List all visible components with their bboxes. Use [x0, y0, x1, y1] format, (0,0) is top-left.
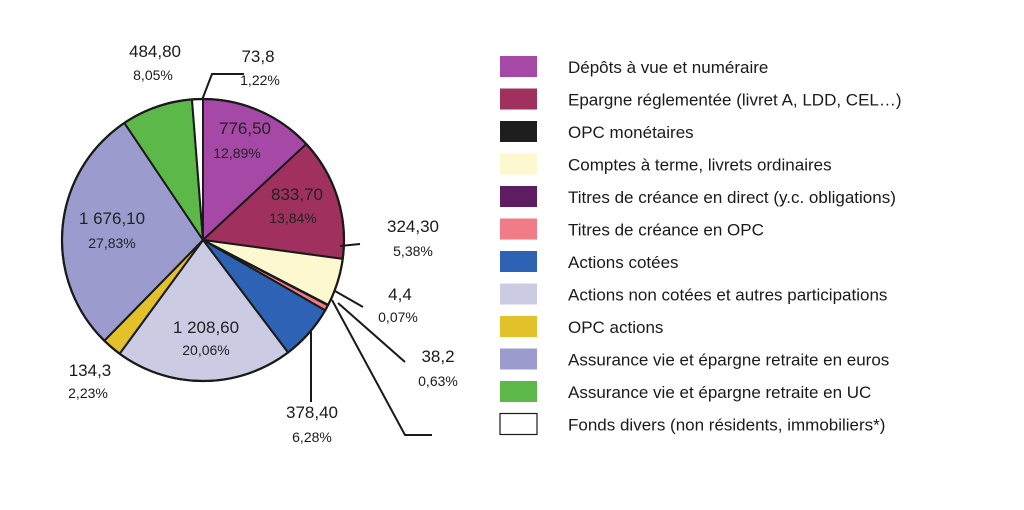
legend-swatch: [500, 186, 537, 207]
leader-lines: [201, 73, 432, 436]
legend-swatch: [500, 316, 537, 337]
legend-swatch: [500, 381, 537, 402]
legend-label: Epargne réglementée (livret A, LDD, CEL……: [568, 91, 902, 110]
legend-label: Titres de créance en OPC: [568, 221, 764, 240]
slice-percent-label: 20,06%: [182, 342, 229, 358]
slice-percent-label: 5,38%: [393, 243, 433, 259]
leader-line: [331, 299, 432, 436]
slice-percent-label: 6,28%: [292, 429, 332, 445]
legend-label: Assurance vie et épargne retraite en eur…: [568, 351, 889, 370]
slice-value-label: 134,3: [69, 361, 112, 380]
leader-line: [334, 290, 364, 308]
legend-swatch: [500, 56, 537, 77]
data-labels: 776,50 12,89% 833,70 13,84% 324,30 5,38% 4,4 0,…: [68, 42, 458, 445]
leader-line: [337, 302, 406, 363]
slice-percent-label: 1,22%: [240, 72, 280, 88]
slice-percent-label: 0,63%: [418, 373, 458, 389]
legend-label: Assurance vie et épargne retraite en UC: [568, 383, 871, 402]
legend-label: Actions non cotées et autres participati…: [568, 286, 887, 305]
legend-label: Titres de créance en direct (y.c. obliga…: [568, 188, 896, 207]
legend-swatch: [500, 218, 537, 240]
legend-label: OPC actions: [568, 318, 663, 337]
legend-label: Actions cotées: [568, 253, 679, 272]
slice-percent-label: 13,84%: [269, 210, 316, 226]
legend-swatch: [500, 283, 537, 305]
leader-line: [339, 243, 361, 247]
legend-swatch: [500, 251, 537, 272]
legend-label: Comptes à terme, livrets ordinaires: [568, 156, 832, 175]
slice-value-label: 324,30: [387, 217, 439, 236]
slice-percent-label: 8,05%: [133, 67, 173, 83]
slice-value-label: 1 676,10: [79, 209, 145, 228]
legend-label: OPC monétaires: [568, 123, 694, 142]
slice-value-label: 73,8: [241, 47, 274, 66]
legend-swatch: [500, 88, 537, 110]
slice-value-label: 38,2: [421, 347, 454, 366]
slice-value-label: 1 208,60: [173, 318, 239, 337]
slice-percent-label: 12,89%: [213, 145, 260, 161]
legend: Dépôts à vue et numéraire Epargne régleme…: [499, 56, 902, 436]
legend-label: Dépôts à vue et numéraire: [568, 58, 768, 77]
slice-percent-label: 0,07%: [378, 309, 418, 325]
legend-swatch: [500, 348, 537, 370]
slice-value-label: 833,70: [271, 185, 323, 204]
slice-percent-label: 27,83%: [88, 235, 135, 251]
slice-value-label: 378,40: [286, 403, 338, 422]
slice-value-label: 4,4: [388, 285, 412, 304]
pie-slices: [60, 97, 346, 383]
legend-swatch: [500, 153, 537, 175]
leader-line: [201, 73, 244, 101]
legend-swatch: [499, 412, 538, 436]
slice-value-label: 776,50: [219, 119, 271, 138]
legend-label: Fonds divers (non résidents, immobiliers…: [568, 416, 885, 435]
slice-percent-label: 2,23%: [68, 385, 108, 401]
slice-value-label: 484,80: [129, 42, 181, 61]
legend-swatch: [500, 121, 537, 142]
